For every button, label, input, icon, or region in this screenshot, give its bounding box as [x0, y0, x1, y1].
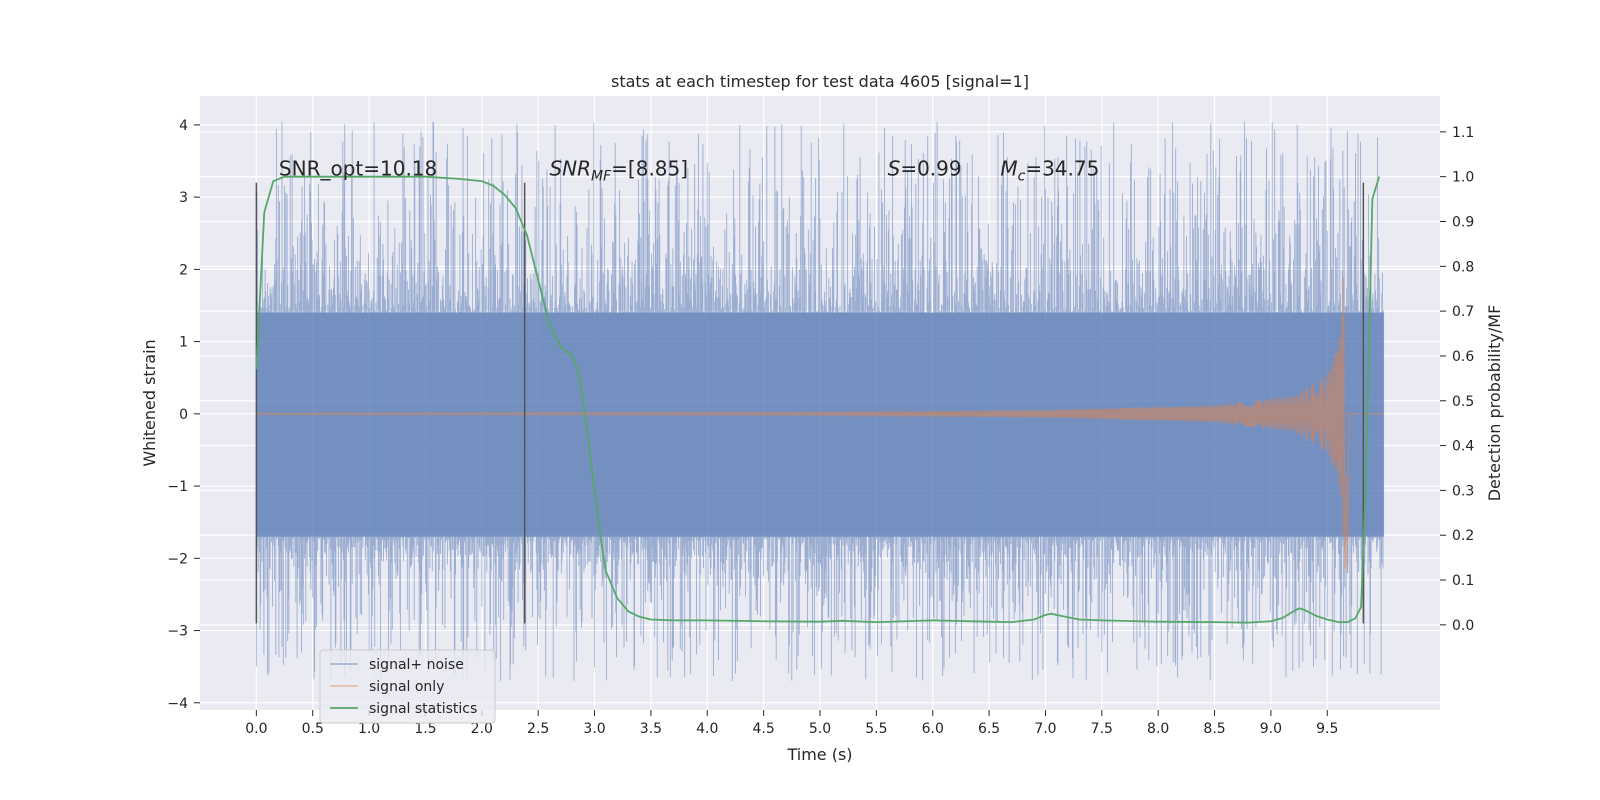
annotation: SNRMF=[8.85]: [549, 156, 688, 184]
y-right-tick-label: 0.3: [1452, 483, 1474, 499]
annotation: Mc=34.75: [1000, 156, 1099, 184]
y-tick-label: 3: [179, 190, 188, 206]
legend-label-signal-statistics: signal statistics: [369, 701, 477, 717]
annotation: SNR_opt=10.18: [279, 156, 437, 180]
y-right-tick-label: 0.0: [1452, 618, 1474, 634]
y-tick-label: −3: [167, 624, 188, 640]
x-tick-label: 1.0: [358, 721, 380, 737]
annotations: SNR_opt=10.18 SNRMF=[8.85] S=0.99 Mc=34.75: [279, 156, 1099, 184]
y-right-tick-label: 0.7: [1452, 304, 1474, 320]
x-tick-label: 7.5: [1091, 721, 1113, 737]
x-tick-label: 9.5: [1316, 721, 1338, 737]
signal-statistics-line: [255, 175, 1380, 624]
x-tick-label: 2.5: [527, 721, 549, 737]
chart-title: stats at each timestep for test data 460…: [611, 72, 1029, 91]
x-tick-label: 8.0: [1147, 721, 1169, 737]
y-right-axis-label: Detection probability/MF: [1485, 305, 1504, 502]
y-right-tick-label: 0.8: [1452, 259, 1474, 275]
y-right-tick-label: 0.9: [1452, 214, 1474, 230]
x-tick-label: 9.0: [1260, 721, 1282, 737]
y-right-tick-label: 1.1: [1452, 125, 1474, 141]
legend-box: [319, 649, 496, 724]
x-tick-label: 3.0: [583, 721, 605, 737]
y-right-tick-label: 0.2: [1452, 528, 1474, 544]
y-right-tick-label: 0.4: [1452, 439, 1474, 455]
y-axis-ticks: −4 −3 −2 −1 0 1 2 3 4: [167, 118, 200, 712]
x-tick-label: 7.0: [1034, 721, 1056, 737]
signal-only-line: [255, 277, 1384, 573]
annotation: S=0.99: [888, 156, 962, 180]
x-tick-label: 5.5: [865, 721, 887, 737]
signal-noise-series: [255, 121, 1385, 681]
y-right-tick-label: 1.0: [1452, 170, 1474, 186]
signal-only-series: [255, 277, 1384, 573]
x-tick-label: 4.5: [753, 721, 775, 737]
x-tick-label: 8.5: [1203, 721, 1225, 737]
x-tick-label: 2.0: [471, 721, 493, 737]
signal-statistics-series: [255, 175, 1380, 624]
y-right-tick-label: 0.6: [1452, 349, 1474, 365]
legend-label-signal-noise: signal+ noise: [369, 657, 464, 673]
x-tick-label: 4.0: [696, 721, 718, 737]
legend: signal+ noise signal only signal statist…: [319, 649, 496, 724]
y-right-tick-label: 0.1: [1452, 573, 1474, 589]
x-tick-label: 1.5: [414, 721, 436, 737]
x-tick-label: 3.5: [640, 721, 662, 737]
y-tick-label: 4: [179, 118, 188, 134]
x-tick-label: 6.5: [978, 721, 1000, 737]
x-axis-ticks: 0.0 0.5 1.0 1.5 2.0 2.5 3.0 3.5 4.0 4.5 5.0 5.5 6.0 6…: [245, 710, 1338, 737]
y-right-tick-label: 0.5: [1452, 394, 1474, 410]
y-right-axis-ticks: 0.0 0.1 0.2 0.3 0.4 0.5 0.6 0.7 0.8 0.9 1.0 1.1: [1440, 125, 1474, 634]
y-tick-label: −1: [167, 479, 188, 495]
y-axis-label: Whitened strain: [140, 339, 159, 466]
legend-label-signal-only: signal only: [369, 679, 444, 695]
x-axis-label: Time (s): [786, 745, 852, 764]
y-tick-label: 0: [179, 407, 188, 423]
y-tick-label: −4: [167, 696, 188, 712]
x-tick-label: 5.0: [809, 721, 831, 737]
y-tick-label: 1: [179, 335, 188, 351]
x-tick-label: 0.0: [245, 721, 267, 737]
x-tick-label: 0.5: [302, 721, 324, 737]
x-tick-label: 6.0: [922, 721, 944, 737]
y-tick-label: −2: [167, 551, 188, 567]
y-tick-label: 2: [179, 262, 188, 278]
